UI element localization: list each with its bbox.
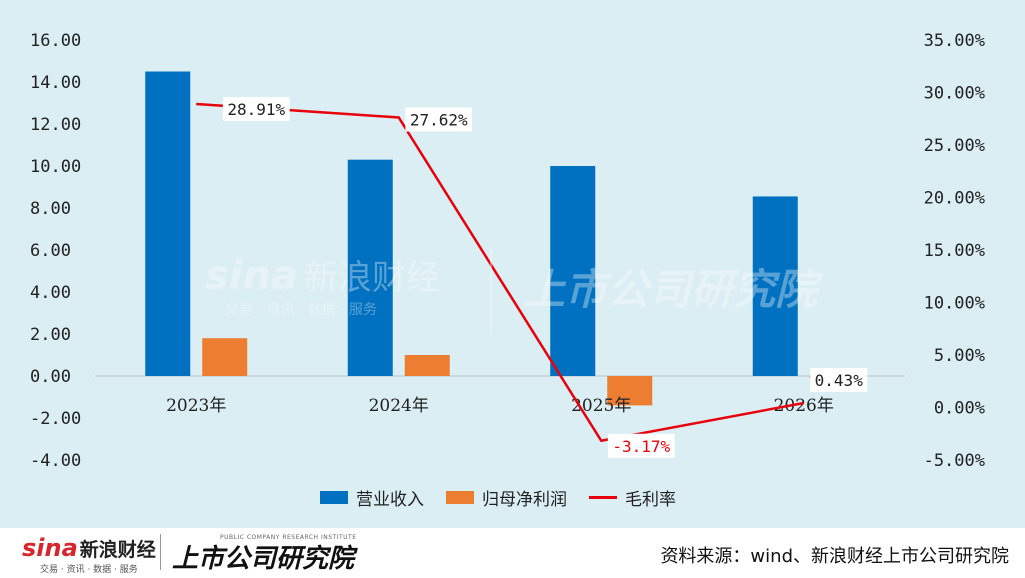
x-tick-label: 2025年 bbox=[571, 396, 631, 416]
footer-bar: sina 新浪财经 交易 · 资讯 · 数据 · 服务 PUBLIC COMPAN… bbox=[0, 528, 1025, 578]
y-right-tick-label: 15.00% bbox=[924, 241, 985, 261]
gross-margin-data-label: 27.62% bbox=[410, 110, 468, 129]
y-left-tick-label: -4.00 bbox=[30, 451, 81, 471]
bar-revenue bbox=[145, 71, 191, 376]
bar-net-profit bbox=[607, 376, 653, 406]
y-right-tick-label: 35.00% bbox=[924, 31, 985, 51]
y-left-tick-label: 10.00 bbox=[30, 157, 81, 177]
legend-label-revenue: 营业收入 bbox=[356, 490, 424, 510]
y-right-tick-label: 5.00% bbox=[934, 346, 985, 366]
y-left-tick-label: 14.00 bbox=[30, 73, 81, 93]
y-right-tick-label: 25.00% bbox=[924, 136, 985, 156]
legend-swatch-revenue bbox=[320, 491, 348, 504]
legend-label-gross-margin: 毛利率 bbox=[625, 490, 676, 510]
sina-logo-text: sina bbox=[22, 534, 78, 562]
source-note: 资料来源：wind、新浪财经上市公司研究院 bbox=[660, 546, 1009, 567]
y-left-tick-label: 6.00 bbox=[30, 241, 71, 261]
sina-logo-cn: 新浪财经 bbox=[79, 539, 156, 561]
logo-divider bbox=[160, 534, 161, 570]
y-right-tick-label: 20.00% bbox=[924, 189, 985, 209]
y-left-tick-label: 2.00 bbox=[30, 325, 71, 345]
legend-item-net-profit: 归母净利润 bbox=[446, 485, 567, 510]
y-left-tick-label: 8.00 bbox=[30, 199, 71, 219]
x-tick-label: 2024年 bbox=[369, 396, 429, 416]
legend-swatch-gross-margin bbox=[589, 496, 617, 499]
legend-swatch-net-profit bbox=[446, 491, 474, 504]
x-tick-label: 2023年 bbox=[166, 396, 226, 416]
bar-net-profit bbox=[404, 355, 450, 376]
bar-revenue bbox=[752, 196, 798, 376]
chart-legend: 营业收入 归母净利润 毛利率 bbox=[320, 485, 676, 510]
gross-margin-label-bg bbox=[222, 96, 290, 121]
bar-net-profit bbox=[202, 338, 248, 376]
institute-logo-en: PUBLIC COMPANY RESEARCH INSTITUTE bbox=[220, 534, 357, 541]
bar-revenue bbox=[347, 159, 393, 376]
gross-margin-label-bg bbox=[607, 433, 675, 458]
legend-item-revenue: 营业收入 bbox=[320, 485, 424, 510]
x-tick-label: 2026年 bbox=[774, 396, 834, 416]
line-gross-margin bbox=[196, 102, 804, 443]
gross-margin-data-label: 28.91% bbox=[227, 100, 285, 119]
y-right-tick-label: 30.00% bbox=[924, 84, 985, 104]
gross-margin-data-label: -3.17% bbox=[612, 437, 670, 456]
institute-logo-cn: 上市公司研究院 bbox=[172, 544, 355, 574]
y-right-tick-label: 10.00% bbox=[924, 294, 985, 314]
y-left-tick-label: 16.00 bbox=[30, 31, 81, 51]
y-left-tick-label: 0.00 bbox=[30, 367, 71, 387]
y-right-tick-label: 0.00% bbox=[934, 399, 985, 419]
sina-logo-tagline: 交易 · 资讯 · 数据 · 服务 bbox=[40, 565, 138, 575]
chart-canvas: -4.00 -2.00 0.00 2.00 4.00 6.00 8.00 10.00 12.00… bbox=[30, 31, 985, 471]
sina-logo: sina 新浪财经 交易 · 资讯 · 数据 · 服务 bbox=[22, 534, 156, 575]
legend-label-net-profit: 归母净利润 bbox=[482, 490, 567, 510]
y-left-tick-label: -2.00 bbox=[30, 409, 81, 429]
gross-margin-label-bg bbox=[810, 367, 868, 392]
gross-margin-label-bg bbox=[405, 107, 473, 132]
y-left-tick-label: 4.00 bbox=[30, 283, 71, 303]
gross-margin-data-label: 0.43% bbox=[815, 371, 864, 390]
bar-revenue bbox=[550, 166, 596, 376]
legend-item-gross-margin: 毛利率 bbox=[589, 485, 676, 510]
y-left-tick-label: 12.00 bbox=[30, 115, 81, 135]
y-right-tick-label: -5.00% bbox=[924, 451, 985, 471]
